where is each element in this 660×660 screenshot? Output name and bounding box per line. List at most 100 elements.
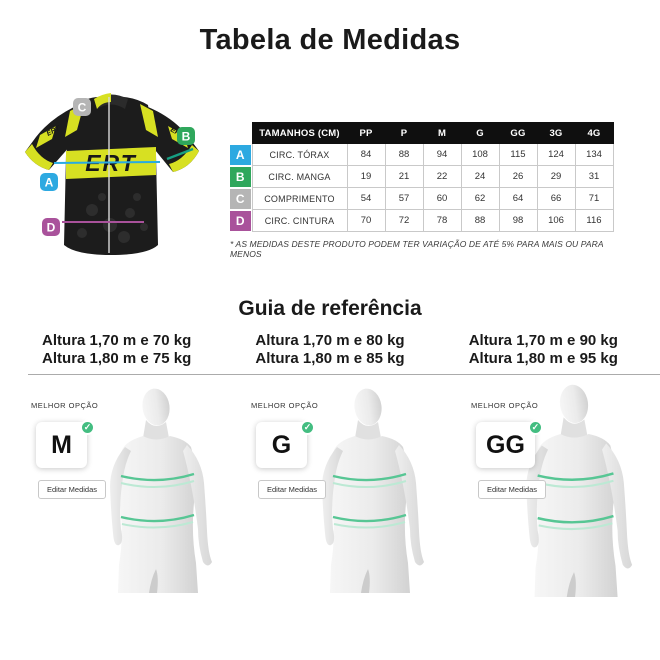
row-label: COMPRIMENTO — [251, 187, 348, 210]
best-option-label: MELHOR OPÇÃO — [31, 401, 99, 410]
reference-option-2-text: Altura 1,70 m e 80 kg Altura 1,80 m e 85… — [223, 332, 436, 368]
reference-guide-title: Guia de referência — [238, 297, 422, 320]
cell-value: 60 — [422, 187, 462, 210]
cell-value: 116 — [574, 209, 614, 232]
cell-value: 78 — [422, 209, 462, 232]
row-marker-c: C — [230, 187, 252, 210]
edit-measures-button[interactable]: Editar Medidas — [478, 480, 547, 499]
cell-value: 22 — [422, 165, 462, 188]
marker-b-badge: B — [177, 127, 195, 145]
mannequin-figure — [108, 385, 214, 595]
table-row-chest: A CIRC. TÓRAX 84 88 94 108 115 124 134 — [230, 143, 614, 166]
table-row-sleeve: B CIRC. MANGA 19 21 22 24 26 29 31 — [230, 165, 614, 188]
marker-c-badge: C — [73, 98, 91, 116]
sleeve-line-b — [166, 147, 194, 161]
column-header: M — [422, 122, 462, 144]
size-card-g[interactable]: G ✓ — [256, 420, 315, 468]
size-card-gg[interactable]: GG ✓ — [476, 420, 543, 468]
svg-text:B: B — [182, 130, 191, 144]
size-table: TAMANHOS (CM) PP P M G GG 3G 4G A CIRC. … — [230, 122, 614, 232]
cell-value: 115 — [498, 143, 538, 166]
table-header-row: TAMANHOS (CM) PP P M G GG 3G 4G — [230, 122, 614, 144]
cell-value: 84 — [346, 143, 386, 166]
svg-text:D: D — [47, 221, 56, 235]
row-marker-d: D — [230, 209, 252, 232]
height-weight-line: Altura 1,80 m e 85 kg — [255, 350, 405, 367]
table-row-length: C COMPRIMENTO 54 57 60 62 64 66 71 — [230, 187, 614, 210]
cell-value: 88 — [384, 143, 424, 166]
cell-value: 124 — [536, 143, 576, 166]
edit-measures-button[interactable]: Editar Medidas — [258, 480, 327, 499]
header-spacer — [230, 122, 252, 144]
reference-option-1-text: Altura 1,70 m e 70 kg Altura 1,80 m e 75… — [10, 332, 223, 368]
svg-text:A: A — [45, 176, 54, 190]
height-weight-line: Altura 1,80 m e 95 kg — [468, 350, 618, 367]
cell-value: 64 — [498, 187, 538, 210]
size-value: G — [271, 430, 292, 459]
height-weight-line: Altura 1,80 m e 75 kg — [42, 350, 192, 367]
cell-value: 24 — [460, 165, 500, 188]
table-row-waist: D CIRC. CINTURA 70 72 78 88 98 106 116 — [230, 209, 614, 232]
row-label: CIRC. TÓRAX — [251, 143, 348, 166]
cell-value: 108 — [460, 143, 500, 166]
measurement-disclaimer: * AS MEDIDAS DESTE PRODUTO PODEM TER VAR… — [230, 239, 604, 259]
cell-value: 66 — [536, 187, 576, 210]
column-header: TAMANHOS (CM) — [251, 122, 348, 144]
cell-value: 71 — [574, 187, 614, 210]
cell-value: 26 — [498, 165, 538, 188]
best-option-label: MELHOR OPÇÃO — [471, 401, 539, 410]
page-title: Tabela de Medidas — [199, 24, 461, 56]
marker-d-badge: D — [42, 218, 60, 236]
row-marker-a: A — [230, 143, 252, 166]
reference-option-3-text: Altura 1,70 m e 90 kg Altura 1,80 m e 95… — [437, 332, 650, 368]
cell-value: 57 — [384, 187, 424, 210]
cell-value: 19 — [346, 165, 386, 188]
left-cuff — [25, 144, 53, 170]
height-weight-line: Altura 1,70 m e 80 kg — [255, 332, 405, 349]
cell-value: 54 — [346, 187, 386, 210]
divider — [28, 374, 660, 375]
height-weight-line: Altura 1,70 m e 70 kg — [42, 332, 192, 349]
chest-line-a — [53, 161, 161, 164]
size-panel-gg: MELHOR OPÇÃO GG ✓ Editar Medidas — [440, 375, 660, 660]
row-marker-b: B — [230, 165, 252, 188]
size-panels: MELHOR OPÇÃO M ✓ Editar Medidas MELHOR O… — [0, 375, 660, 660]
jersey-diagram: ERT ERT ERT C B A — [12, 85, 212, 263]
best-option-label: MELHOR OPÇÃO — [251, 401, 319, 410]
cell-value: 70 — [346, 209, 386, 232]
check-icon: ✓ — [80, 420, 95, 435]
cell-value: 29 — [536, 165, 576, 188]
cell-value: 62 — [460, 187, 500, 210]
cell-value: 98 — [498, 209, 538, 232]
cell-value: 134 — [574, 143, 614, 166]
edit-measures-button[interactable]: Editar Medidas — [38, 480, 107, 499]
row-label: CIRC. CINTURA — [251, 209, 348, 232]
column-header: 4G — [574, 122, 614, 144]
size-card-m[interactable]: M ✓ — [36, 420, 95, 468]
size-table-block: TAMANHOS (CM) PP P M G GG 3G 4G A CIRC. … — [230, 122, 618, 259]
size-value: M — [51, 430, 72, 459]
reference-columns: Altura 1,70 m e 70 kg Altura 1,80 m e 75… — [10, 332, 650, 368]
height-weight-line: Altura 1,70 m e 90 kg — [468, 332, 618, 349]
cell-value: 21 — [384, 165, 424, 188]
row-label: CIRC. MANGA — [251, 165, 348, 188]
cell-value: 72 — [384, 209, 424, 232]
cell-value: 31 — [574, 165, 614, 188]
size-panel-m: MELHOR OPÇÃO M ✓ Editar Medidas — [0, 375, 220, 660]
cell-value: 106 — [536, 209, 576, 232]
jersey-illustration: ERT ERT ERT C B A — [25, 93, 199, 256]
size-panel-g: MELHOR OPÇÃO G ✓ Editar Medidas — [220, 375, 440, 660]
column-header: P — [384, 122, 424, 144]
cell-value: 94 — [422, 143, 462, 166]
marker-a-badge: A — [40, 173, 58, 191]
column-header: G — [460, 122, 500, 144]
right-cuff — [169, 145, 199, 172]
check-icon: ✓ — [527, 420, 543, 435]
column-header: 3G — [536, 122, 576, 144]
column-header: PP — [346, 122, 386, 144]
svg-text:C: C — [78, 101, 87, 115]
column-header: GG — [498, 122, 538, 144]
size-value: GG — [486, 430, 525, 459]
cell-value: 88 — [460, 209, 500, 232]
